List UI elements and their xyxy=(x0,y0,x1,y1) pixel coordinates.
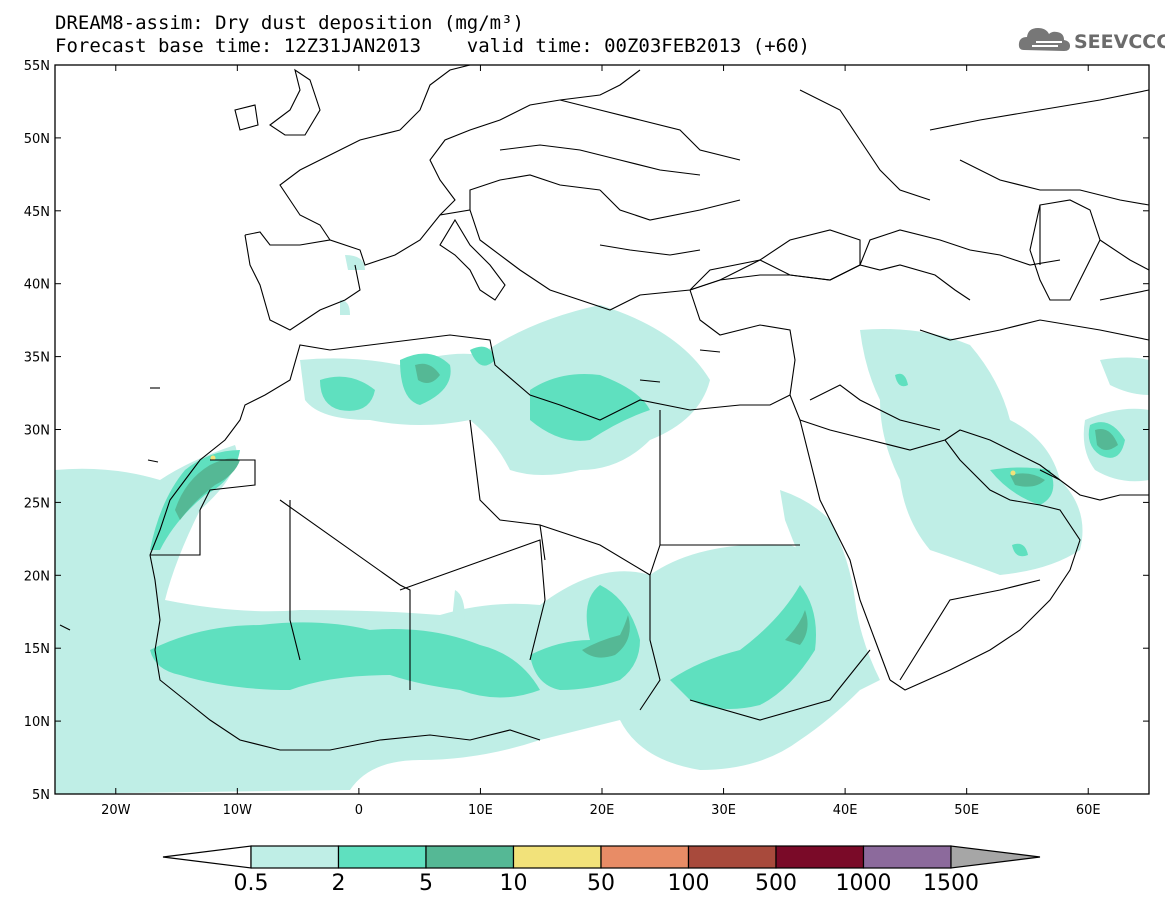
colorbar-label: 50 xyxy=(587,871,615,896)
latitude-axis: 55N 50N 45N 40N 35N 30N 25N 20N 15N 10N 5N xyxy=(24,59,1149,803)
lon-tick-label: 10W xyxy=(223,803,253,818)
dust-level-5 xyxy=(175,363,1118,658)
lon-tick-label: 10E xyxy=(468,803,493,818)
colorbar-bin xyxy=(775,845,865,869)
lon-tick-label: 20W xyxy=(101,803,131,818)
lat-tick-label: 20N xyxy=(24,569,50,584)
lat-tick-label: 45N xyxy=(24,205,50,220)
colorbar-bin xyxy=(250,845,340,869)
colorbar-bin xyxy=(337,845,427,869)
lon-tick-label: 30E xyxy=(711,803,736,818)
colorbar-bin xyxy=(600,845,690,869)
colorbar: 0.5 2 5 10 50 100 500 1000 1500 xyxy=(162,845,1041,896)
lat-tick-label: 5N xyxy=(32,788,50,803)
lon-tick-label: 0 xyxy=(355,803,363,818)
dust-level-2 xyxy=(150,346,1125,709)
dust-field xyxy=(55,255,1149,794)
colorbar-bin xyxy=(425,845,515,869)
colorbar-label: 10 xyxy=(500,871,528,896)
lat-tick-label: 35N xyxy=(24,351,50,366)
lon-tick-label: 20E xyxy=(590,803,615,818)
colorbar-label: 500 xyxy=(755,871,797,896)
longitude-axis: 20W 10W 0 10E 20E 30E 40E 50E 60E xyxy=(101,65,1101,818)
colorbar-bin xyxy=(512,845,602,869)
colorbar-label: 1500 xyxy=(923,871,979,896)
lat-tick-label: 10N xyxy=(24,715,50,730)
logo-text: SEEVCCC xyxy=(1074,31,1165,53)
cloud-logo-icon xyxy=(1018,28,1070,51)
map-title: DREAM8-assim: Dry dust deposition (mg/m³… xyxy=(55,12,524,34)
lat-tick-label: 40N xyxy=(24,278,50,293)
lon-tick-label: 50E xyxy=(954,803,979,818)
colorbar-bin xyxy=(862,845,952,869)
colorbar-label: 1000 xyxy=(836,871,892,896)
lon-tick-label: 60E xyxy=(1076,803,1101,818)
dust-level-0.5 xyxy=(55,255,1149,794)
colorbar-label: 2 xyxy=(332,871,346,896)
colorbar-label: 100 xyxy=(668,871,710,896)
colorbar-under-arrow xyxy=(162,845,252,869)
lat-tick-label: 55N xyxy=(24,59,50,74)
colorbar-over-arrow xyxy=(950,845,1041,869)
lat-tick-label: 15N xyxy=(24,642,50,657)
lat-tick-label: 30N xyxy=(24,424,50,439)
lat-tick-label: 25N xyxy=(24,496,50,511)
dust-level-10 xyxy=(210,455,1016,476)
colorbar-label: 0.5 xyxy=(234,871,269,896)
map-subtitle: Forecast base time: 12Z31JAN2013 valid t… xyxy=(55,35,810,57)
colorbar-label: 5 xyxy=(419,871,433,896)
lon-tick-label: 40E xyxy=(833,803,858,818)
colorbar-bin xyxy=(687,845,777,869)
coastlines-borders xyxy=(59,65,1149,751)
lat-tick-label: 50N xyxy=(24,132,50,147)
